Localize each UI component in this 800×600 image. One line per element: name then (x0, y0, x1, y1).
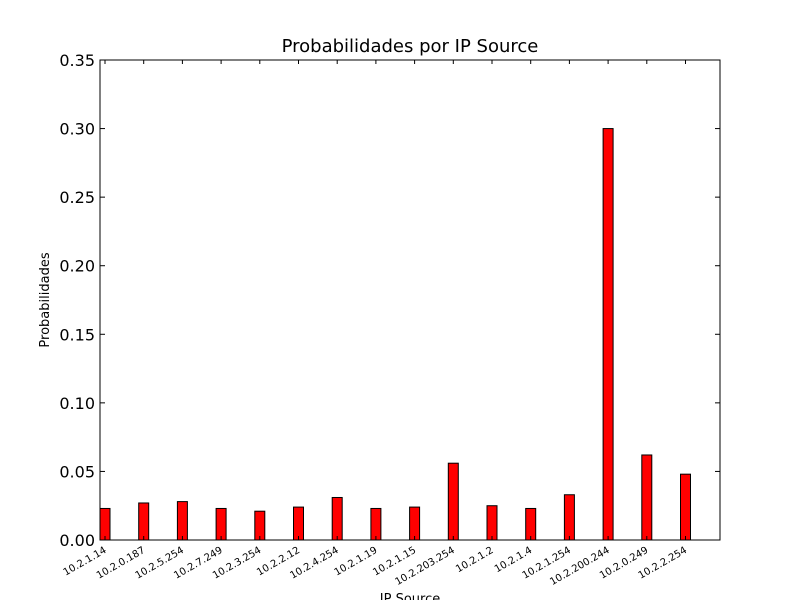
y-ticks-group: 0.00 0.05 0.10 0.15 0.20 0.25 0.30 0.35 (59, 51, 720, 550)
bar-10.2.1.19 (370, 507, 382, 541)
bar-10.2.1.254 (563, 494, 575, 541)
bar-10.2.0.249 (641, 454, 653, 541)
bar-10.2.1.4 (525, 507, 537, 541)
y-axis-label: Probabilidades (38, 252, 53, 347)
bar-10.2.4.254 (331, 496, 343, 541)
bar-10.2.2.254 (680, 473, 691, 541)
chart-title: Probabilidades por IP Source (282, 36, 539, 57)
bar-10.2.203.254 (447, 462, 459, 541)
y-tick-label: 0.30 (59, 120, 95, 139)
bar-10.2.3.254 (254, 510, 266, 541)
bar-10.2.1.14 (99, 507, 111, 541)
y-tick-label: 0.25 (59, 188, 95, 207)
y-tick-label: 0.05 (59, 462, 95, 481)
bar-10.2.2.12 (293, 506, 304, 541)
bars-group (99, 128, 691, 541)
bar-10.2.1.15 (409, 506, 421, 541)
x-axis-label: IP Source (380, 592, 440, 600)
y-tick-label: 0.10 (59, 394, 95, 413)
plot-frame (99, 59, 721, 541)
bar-10.2.5.254 (176, 501, 188, 541)
y-tick-label: 0.00 (59, 531, 95, 550)
y-tick-label: 0.20 (59, 257, 95, 276)
bar-10.2.200.244 (602, 128, 614, 541)
bar-10.2.1.2 (486, 505, 498, 541)
bar-10.2.7.249 (215, 507, 227, 541)
x-tick-label: 10.2.1.19 (333, 545, 380, 578)
y-tick-label: 0.15 (59, 325, 95, 344)
x-tick-label: 10.2.1.2 (454, 545, 495, 575)
bar-10.2.0.187 (138, 502, 150, 541)
y-tick-label: 0.35 (59, 51, 95, 70)
